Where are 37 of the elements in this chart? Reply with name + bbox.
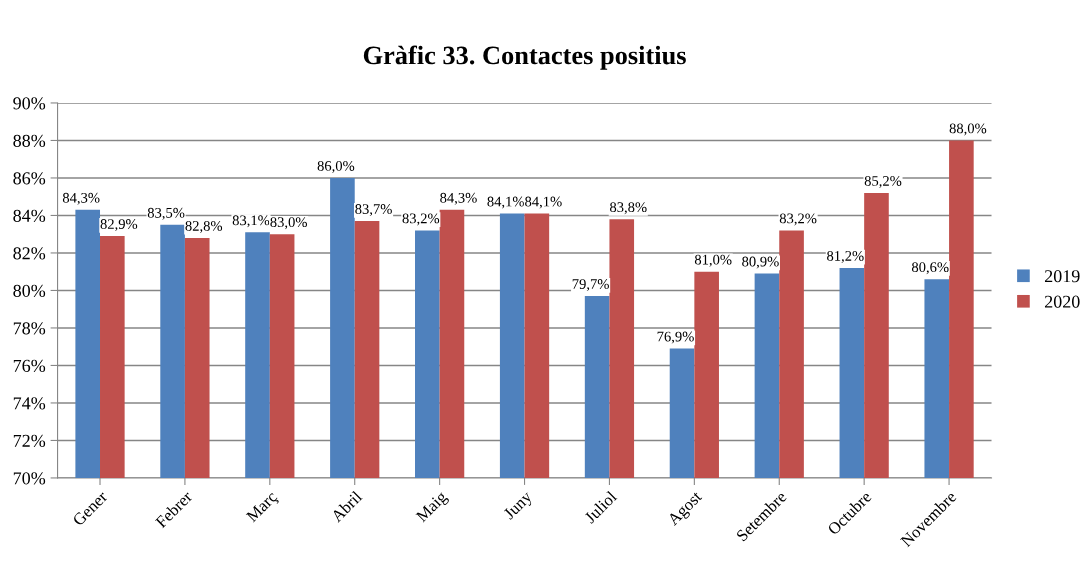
legend-label: 2019: [1044, 270, 1080, 283]
data-label: 84,3%: [440, 192, 477, 205]
data-label: 82,9%: [100, 219, 138, 232]
data-label: 84,1%: [487, 196, 525, 209]
data-label: 81,0%: [694, 254, 732, 267]
data-label: 76,9%: [657, 331, 694, 344]
y-tick-label: 86%: [13, 172, 46, 185]
data-label: 83,2%: [779, 213, 817, 226]
x-tick-label: Juny: [502, 490, 536, 523]
data-label: 83,5%: [147, 207, 185, 220]
chart-title: Gràfic 33. Contactes positius: [363, 45, 686, 70]
y-tick-label: 78%: [13, 322, 46, 335]
data-label: 88,0%: [949, 123, 987, 136]
data-label: 85,2%: [864, 175, 902, 188]
data-label: 82,8%: [185, 220, 223, 233]
data-label: 83,8%: [610, 202, 647, 215]
y-tick-label: 88%: [13, 134, 46, 147]
data-label: 84,3%: [62, 192, 100, 205]
data-label: 84,1%: [525, 196, 562, 209]
data-label: 83,7%: [355, 204, 392, 217]
y-tick-label: 72%: [13, 434, 46, 447]
data-label: 83,0%: [270, 217, 307, 230]
data-label: 86,0%: [317, 160, 355, 173]
y-tick-label: 84%: [13, 209, 46, 222]
data-label: 83,1%: [232, 215, 270, 228]
y-tick-label: 82%: [13, 247, 46, 260]
y-tick-label: 74%: [13, 397, 46, 410]
data-label: 80,9%: [742, 256, 779, 269]
data-label: 80,6%: [911, 262, 949, 275]
y-tick-label: 90%: [13, 97, 46, 110]
legend-label: 2020: [1044, 295, 1080, 308]
data-label: 79,7%: [572, 279, 609, 292]
y-tick-label: 80%: [13, 284, 46, 297]
data-label: 83,2%: [402, 213, 440, 226]
y-tick-label: 76%: [13, 359, 46, 372]
y-tick-label: 70%: [13, 472, 46, 485]
data-label: 81,2%: [827, 250, 864, 263]
